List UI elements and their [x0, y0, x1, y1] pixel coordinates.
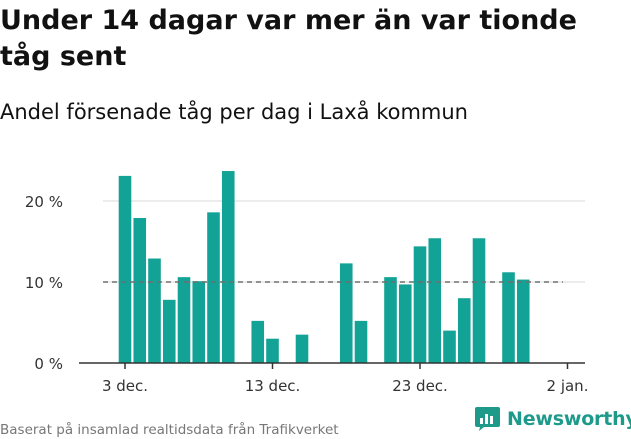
bar — [133, 218, 147, 363]
bar — [192, 281, 206, 363]
bar — [428, 238, 442, 363]
bar — [162, 299, 176, 363]
bar — [516, 279, 530, 363]
bar — [251, 320, 265, 363]
bar — [457, 298, 471, 363]
bar-chart: 0 % 10 % 20 % 3 dec. 13 dec. 23 dec. 2 jan. — [25, 171, 589, 395]
bar — [413, 246, 427, 363]
bar — [354, 320, 368, 363]
y-tick-label: 10 % — [25, 274, 63, 292]
chart-subtitle: Andel försenade tåg per dag i Laxå kommu… — [0, 100, 468, 124]
bar — [472, 238, 486, 363]
y-tick-label: 0 % — [34, 355, 63, 373]
brand-name: Newsworthy — [507, 408, 631, 430]
bar — [443, 330, 456, 363]
newsworthy-logo: Newsworthy — [474, 406, 631, 432]
x-tick-label: 23 dec. — [392, 377, 448, 395]
x-tick-label: 13 dec. — [245, 377, 301, 395]
bar — [339, 263, 353, 363]
bar — [221, 171, 235, 363]
bar — [148, 258, 161, 363]
bar — [177, 277, 191, 363]
newsworthy-icon — [475, 407, 500, 431]
bar — [295, 334, 309, 363]
bar — [502, 272, 515, 363]
bar — [398, 284, 412, 363]
y-tick-label: 20 % — [25, 193, 63, 211]
source-note: Baserat på insamlad realtidsdata från Tr… — [0, 422, 339, 438]
x-tick-label: 3 dec. — [102, 377, 148, 395]
bar — [118, 175, 132, 363]
bar — [384, 277, 397, 363]
bar — [207, 212, 220, 363]
bar — [266, 338, 279, 363]
chart-title: Under 14 dagar var mer än var tionde tåg… — [0, 5, 577, 72]
x-tick-label: 2 jan. — [547, 377, 589, 395]
